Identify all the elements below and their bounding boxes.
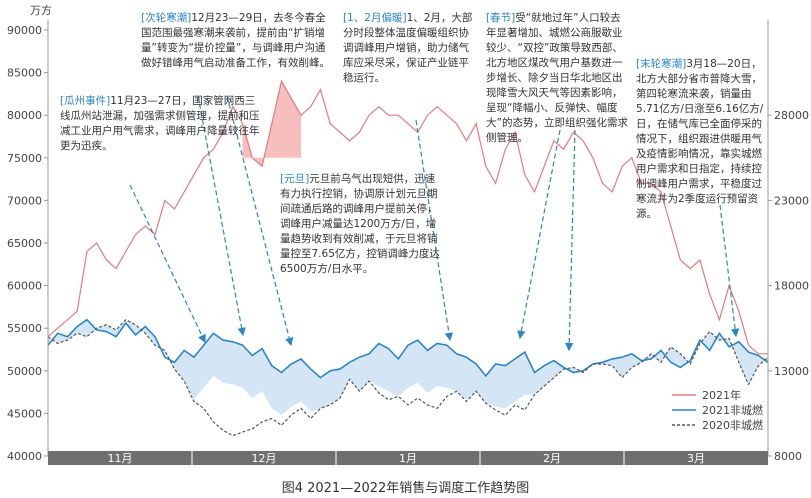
legend-label: 2021年: [702, 388, 741, 402]
annotation-tag: [瓜州事件]: [60, 95, 111, 107]
left-tick-label: 85000: [7, 67, 42, 80]
left-tick-label: 70000: [7, 194, 42, 207]
annotation-new-year: [元旦]元旦前乌气出现短供，迅速有力执行控销，协调原计划元旦期间疏通后路的调峰用…: [280, 172, 445, 277]
annotation-arrow: [517, 129, 561, 340]
annotation-text: 12月23—29日，去冬今春全国范围最强寒潮来袭前，提前由“扩销增量”转变为“提…: [141, 12, 330, 69]
legend-label: 2021非城燃: [702, 403, 763, 417]
annotation-tag: [次轮寒潮]: [141, 12, 192, 24]
left-axis-unit: 万方: [30, 3, 52, 17]
left-tick-label: 60000: [7, 280, 42, 293]
left-tick-label: 75000: [7, 152, 42, 165]
annotation-spring-festival: [春节]受“就地过年”人口较去年显著增加、城燃公商服歇业较少、“双控”政策导致西…: [486, 11, 629, 146]
non-city-gas-band: [48, 319, 768, 416]
month-label: 2月: [543, 452, 561, 465]
annotation-tag: [1、2月偏暖]: [343, 12, 407, 24]
left-tick-label: 55000: [7, 322, 42, 335]
right-tick-label: 28000: [774, 109, 809, 122]
annotation-text: 受“就地过年”人口较去年显著增加、城燃公商服歇业较少、“双控”政策导致西部、北方…: [486, 12, 628, 144]
month-label: 3月: [687, 452, 705, 465]
month-label: 11月: [108, 452, 133, 465]
annotation-arrow: [129, 184, 206, 344]
month-band: [48, 451, 768, 465]
annotation-arrow: [197, 95, 246, 337]
annotation-arrow: [226, 95, 294, 347]
series-line-2: [47, 318, 769, 437]
annotation-guazhou: [瓜州事件]11月23—27日，国家管网西三线瓜州站泄漏，加强需求侧管理，提前和…: [60, 94, 260, 154]
annotation-tag: [末轮寒潮]: [636, 58, 687, 70]
left-tick-label: 40000: [7, 450, 42, 463]
left-tick-label: 90000: [7, 24, 42, 37]
figure-caption: 图4 2021—2022年销售与调度工作趋势图: [281, 481, 530, 496]
annotation-text: 11月23—27日，国家管网西三线瓜州站泄漏，加强需求侧管理，提前和压减工业用户…: [60, 95, 260, 152]
annotation-text: 3月18—20日，北方大部分省市普降大雪，第四轮寒流来袭，销量由5.71亿方/日…: [636, 58, 764, 220]
series-line-0: [47, 79, 768, 355]
annotation-text: 元旦前乌气出现短供，迅速有力执行控销，协调原计划元旦期间疏通后路的调峰用户提前关…: [280, 173, 440, 275]
right-tick-label: 13000: [774, 365, 809, 378]
series-line-1: [47, 318, 769, 379]
month-label: 1月: [399, 452, 417, 465]
annotation-arrow: [415, 119, 454, 342]
left-tick-label: 45000: [7, 407, 42, 420]
series-layer: [47, 79, 769, 437]
annotation-tag: [春节]: [486, 12, 516, 24]
annotation-arrow: [564, 129, 576, 352]
right-tick-label: 18000: [774, 280, 809, 293]
axis-layer: 90000 85000 80000 75000 70000 65000 60000 55000…: [7, 20, 809, 465]
annotation-arrows: [129, 95, 740, 352]
month-label: 12月: [252, 452, 277, 465]
right-tick-label: 8000: [774, 450, 802, 463]
legend-label: 2020非城燃: [702, 418, 763, 432]
annotation-last-cold-wave: [末轮寒潮]3月18—20日，北方大部分省市普降大雪，第四轮寒流来袭，销量由5.…: [636, 57, 766, 222]
left-tick-label: 80000: [7, 109, 42, 122]
annotation-tag: [元旦]: [280, 173, 310, 185]
left-tick-label: 50000: [7, 365, 42, 378]
annotation-cold-wave: [次轮寒潮]12月23—29日，去冬今春全国范围最强寒潮来袭前，提前由“扩销增量…: [141, 11, 334, 71]
annotation-warm-jan-feb: [1、2月偏暖]1、2月，大部分时段整体温度偏暖组织协调调峰用户增销，助力储气库…: [343, 11, 473, 86]
left-tick-label: 65000: [7, 237, 42, 250]
right-tick-label: 23000: [774, 194, 809, 207]
annotation-arrow: [719, 204, 740, 338]
annotation-text: 1、2月，大部分时段整体温度偏暖组织协调调峰用户增销，助力储气库应采尽采，保证产…: [343, 12, 473, 84]
